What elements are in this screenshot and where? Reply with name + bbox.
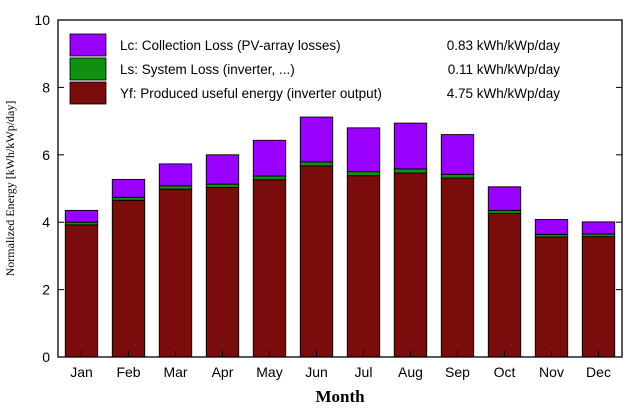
legend-swatch [69,57,107,81]
axes: 0 2 4 6 8 10 Jan Feb Mar Apr May Jun Jul Aug Sep Oct Nov… [34,12,622,380]
legend: Lc: Collection Loss (PV-array losses) 0.8… [69,33,561,105]
bar-dec-series-0 [581,236,616,358]
x-tick-label: Jan [70,364,93,380]
legend-label: Lc: Collection Loss (PV-array losses) [120,38,341,53]
x-tick-label: Feb [116,364,140,380]
bar-may-series-1 [252,175,287,181]
bar-feb-series-2 [111,178,146,198]
bar-feb-series-0 [111,199,146,358]
bar-mar-series-1 [158,185,193,190]
bar-sep-series-0 [440,177,475,358]
legend-label: Yf: Produced useful energy (inverter out… [120,86,382,101]
bar-apr-series-1 [205,183,240,188]
legend-swatch [69,81,107,105]
bar-apr-series-0 [205,187,240,358]
y-tick-label: 6 [42,147,50,163]
legend-value: 4.75 kWh/kWp/day [447,86,561,101]
bar-jan-series-2 [64,209,99,223]
bar-jul-series-2 [346,127,381,173]
legend-value: 0.11 kWh/kWp/day [448,62,561,77]
bar-apr-series-2 [205,154,240,185]
x-tick-label: Mar [163,364,187,380]
bar-dec-series-2 [581,221,616,235]
x-axis-label: Month [315,387,365,406]
y-tick-label: 8 [42,79,50,95]
plot-frame [57,19,623,358]
bar-jun-series-2 [299,116,334,163]
bar-jun-series-0 [299,165,334,358]
bar-nov-series-0 [534,236,569,358]
bar-nov-series-2 [534,219,569,235]
x-tick-label: Jun [305,364,328,380]
legend-swatch [69,33,107,57]
legend-value: 0.83 kWh/kWp/day [447,38,561,53]
legend-label: Ls: System Loss (inverter, ...) [120,62,295,77]
x-tick-label: Jul [355,364,373,380]
bar-aug-series-0 [393,172,428,358]
bar-feb-series-1 [111,196,146,201]
x-tick-label: Aug [398,364,423,380]
bar-jul-series-0 [346,175,381,358]
bar-jul-series-1 [346,171,381,177]
bar-jan-series-0 [64,224,99,358]
bar-aug-series-2 [393,122,428,170]
bar-may-series-0 [252,179,287,358]
y-tick-label: 2 [42,282,50,298]
x-tick-label: May [256,364,282,380]
x-tick-label: Dec [586,364,611,380]
x-tick-label: Sep [445,364,470,380]
x-tick-label: Apr [212,364,234,380]
x-tick-label: Oct [494,364,516,380]
bar-oct-series-0 [487,212,522,358]
y-axis-label: Normalized Energy [kWh/kWp/day] [3,101,17,277]
y-tick-label: 0 [42,349,50,365]
bar-mar-series-0 [158,188,193,358]
y-tick-label: 10 [34,12,50,28]
bar-jun-series-1 [299,161,334,167]
y-tick-label: 4 [42,214,50,230]
bar-sep-series-1 [440,173,475,179]
bar-may-series-2 [252,139,287,177]
bar-aug-series-1 [393,168,428,174]
bar-oct-series-1 [487,209,522,214]
x-tick-label: Nov [539,364,564,380]
bar-oct-series-2 [487,186,522,211]
bar-mar-series-2 [158,163,193,187]
bar-sep-series-2 [440,134,475,175]
bar-layer [64,116,616,358]
